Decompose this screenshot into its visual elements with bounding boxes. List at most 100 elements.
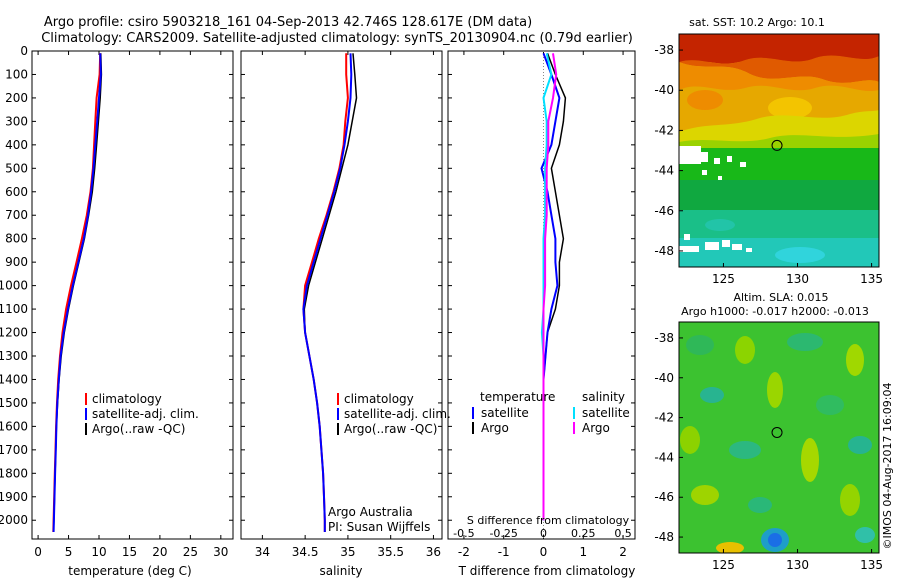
depth-tick-label: 1800 bbox=[0, 466, 28, 480]
x-tick-label: 0 bbox=[34, 545, 42, 559]
sst-map-frame bbox=[678, 33, 880, 268]
argo-location-marker bbox=[771, 139, 783, 151]
depth-tick-label: 300 bbox=[5, 114, 28, 128]
depth-tick-label: 1600 bbox=[0, 419, 28, 433]
sla-map-title-line2: Argo h1000: -0.017 h2000: -0.013 bbox=[681, 305, 869, 318]
sla-map-axes: 125 130 135 -38 -40 -42 -44 -46 -48 bbox=[654, 331, 883, 572]
depth-tick-label: 1000 bbox=[0, 279, 28, 293]
header-line2: Climatology: CARS2009. Satellite-adjuste… bbox=[41, 31, 633, 46]
depth-tick-label: 1700 bbox=[0, 443, 28, 457]
legend-climatology: climatology bbox=[344, 392, 414, 406]
depth-tick-label: 400 bbox=[5, 138, 28, 152]
salinity-legend: climatology satellite-adj. clim. Argo(..… bbox=[337, 392, 451, 436]
header-line1: Argo profile: csiro 5903218_161 04-Sep-2… bbox=[44, 15, 532, 30]
difference-xlabel: T difference from climatology bbox=[458, 564, 636, 578]
salinity-panel bbox=[240, 50, 443, 540]
map-x-tick-label: 125 bbox=[712, 558, 735, 572]
s-tick-label: -0.25 bbox=[489, 527, 517, 540]
x-tick-label: 20 bbox=[152, 545, 167, 559]
x-tick-label: 34.5 bbox=[292, 545, 319, 559]
map-x-tick-label: 135 bbox=[860, 272, 883, 286]
map-x-tick-label: 135 bbox=[860, 558, 883, 572]
argo-australia-label: Argo Australia bbox=[328, 505, 413, 519]
depth-tick-label: 0 bbox=[20, 44, 28, 58]
difference-panel bbox=[447, 50, 636, 540]
depth-tick-label: 2000 bbox=[0, 513, 28, 527]
depth-tick-label: 600 bbox=[5, 185, 28, 199]
depth-tick-label: 800 bbox=[5, 232, 28, 246]
legend-climatology: climatology bbox=[92, 392, 162, 406]
depth-tick-label: 900 bbox=[5, 255, 28, 269]
salinity-xlabel: salinity bbox=[319, 564, 362, 578]
map-y-tick-label: -42 bbox=[654, 411, 674, 425]
imos-stamp: ©IMOS 04-Aug-2017 16:09:04 bbox=[881, 383, 894, 550]
map-y-tick-label: -46 bbox=[654, 204, 674, 218]
sst-map-axes: 125 130 135 -38 -40 -42 -44 -46 -48 bbox=[654, 43, 883, 286]
s-tick-label: -0.5 bbox=[453, 527, 474, 540]
legend-temp-satellite: satellite bbox=[481, 406, 529, 420]
depth-tick-label: 700 bbox=[5, 208, 28, 222]
map-y-tick-label: -44 bbox=[654, 450, 674, 464]
x-tick-label: 25 bbox=[183, 545, 198, 559]
depth-tick-label: 500 bbox=[5, 161, 28, 175]
legend-sal-argo: Argo bbox=[582, 421, 610, 435]
map-y-tick-label: -40 bbox=[654, 83, 674, 97]
legend-satellite: satellite-adj. clim. bbox=[92, 407, 199, 421]
difference-plot: -2 -1 0 1 2 -0.5 -0.25 0 0.25 0.5 bbox=[453, 51, 632, 559]
map-y-tick-label: -38 bbox=[654, 43, 674, 57]
depth-tick-label: 200 bbox=[5, 91, 28, 105]
pi-label: PI: Susan Wijffels bbox=[328, 520, 430, 534]
x-tick-label: 30 bbox=[213, 545, 228, 559]
temperature-legend: climatology satellite-adj. clim. Argo(..… bbox=[85, 392, 199, 436]
salinity-plot: 34 34.5 35 35.5 36 bbox=[255, 51, 441, 559]
argo-location-marker bbox=[771, 426, 783, 438]
depth-tick-label: 1300 bbox=[0, 349, 28, 363]
x-tick-label: 1 bbox=[579, 545, 587, 559]
map-y-tick-label: -48 bbox=[654, 530, 674, 544]
map-y-tick-label: -40 bbox=[654, 371, 674, 385]
temperature-panel bbox=[31, 50, 234, 540]
legend-sal-satellite: satellite bbox=[582, 406, 630, 420]
series-line bbox=[302, 53, 353, 532]
legend-argo: Argo(..raw -QC) bbox=[92, 422, 185, 436]
depth-tick-label: 1200 bbox=[0, 326, 28, 340]
legend-argo: Argo(..raw -QC) bbox=[344, 422, 437, 436]
s-tick-label: 0.5 bbox=[614, 527, 632, 540]
map-x-tick-label: 130 bbox=[786, 272, 809, 286]
legend-temperature-header: temperature bbox=[480, 390, 555, 404]
series-line bbox=[52, 53, 102, 533]
depth-tick-label: 100 bbox=[5, 67, 28, 81]
s-difference-label: S difference from climatology bbox=[467, 514, 630, 527]
map-x-tick-label: 125 bbox=[712, 272, 735, 286]
x-tick-label: -1 bbox=[498, 545, 510, 559]
x-tick-label: 35 bbox=[340, 545, 355, 559]
depth-tick-label: 1500 bbox=[0, 396, 28, 410]
depth-tick-label: 1900 bbox=[0, 490, 28, 504]
x-tick-label: 10 bbox=[91, 545, 106, 559]
x-tick-label: 35.5 bbox=[377, 545, 404, 559]
map-y-tick-label: -38 bbox=[654, 331, 674, 345]
legend-salinity-header: salinity bbox=[582, 390, 625, 404]
x-tick-label: 15 bbox=[122, 545, 137, 559]
sla-map-frame bbox=[678, 321, 880, 554]
x-tick-label: 36 bbox=[426, 545, 441, 559]
sst-map-title: sat. SST: 10.2 Argo: 10.1 bbox=[689, 16, 825, 29]
map-x-tick-label: 130 bbox=[786, 558, 809, 572]
legend-temp-argo: Argo bbox=[481, 421, 509, 435]
sla-map-image bbox=[679, 322, 879, 553]
temperature-xlabel: temperature (deg C) bbox=[68, 564, 191, 578]
x-tick-label: 0 bbox=[540, 545, 548, 559]
map-y-tick-label: -46 bbox=[654, 490, 674, 504]
x-tick-label: 2 bbox=[619, 545, 627, 559]
legend-satellite: satellite-adj. clim. bbox=[344, 407, 451, 421]
s-tick-label: 0.25 bbox=[571, 527, 596, 540]
depth-tick-label: 1400 bbox=[0, 372, 28, 386]
difference-legend: temperature salinity satellite Argo sate… bbox=[472, 390, 630, 435]
sst-map-image bbox=[679, 34, 879, 267]
x-tick-label: 34 bbox=[255, 545, 270, 559]
map-y-tick-label: -42 bbox=[654, 123, 674, 137]
x-tick-label: -2 bbox=[458, 545, 470, 559]
map-y-tick-label: -44 bbox=[654, 164, 674, 178]
temperature-plot: 0 5 10 15 20 25 30 bbox=[34, 51, 228, 559]
